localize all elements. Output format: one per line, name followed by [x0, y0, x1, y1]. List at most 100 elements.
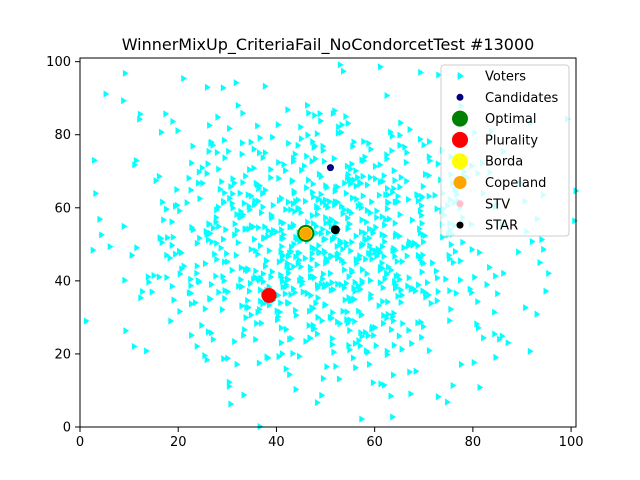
voter-point	[325, 228, 332, 237]
voter-point	[299, 166, 305, 174]
voter-point	[306, 321, 313, 330]
voter-point	[138, 294, 145, 302]
voter-point	[247, 206, 254, 214]
voter-point	[358, 285, 364, 293]
voter-point	[296, 352, 303, 360]
voter-point	[390, 247, 397, 255]
voter-point	[370, 379, 377, 387]
voter-point	[270, 201, 277, 209]
voter-point	[221, 136, 228, 144]
voter-point	[474, 320, 481, 328]
voter-point	[435, 393, 442, 401]
voter-point	[450, 381, 457, 390]
voter-point	[397, 131, 404, 139]
y-tick: 0	[63, 421, 80, 436]
voter-point	[417, 225, 423, 233]
voter-point	[347, 346, 354, 354]
voter-point	[337, 61, 344, 69]
voter-point	[280, 277, 286, 285]
voter-point	[144, 347, 150, 355]
voter-point	[169, 241, 176, 250]
voter-point	[281, 161, 288, 169]
voter-point	[458, 360, 465, 368]
legend-marker-circle	[452, 131, 468, 148]
voter-point	[310, 211, 316, 220]
voter-point	[290, 349, 297, 358]
voter-point	[255, 197, 262, 205]
y-tick: 40	[54, 274, 80, 289]
voter-point	[347, 326, 354, 335]
voter-point	[412, 287, 419, 295]
voter-point	[413, 367, 420, 375]
voter-point	[232, 337, 238, 346]
voter-point	[316, 248, 322, 256]
voter-point	[310, 325, 317, 333]
voter-point	[241, 199, 248, 207]
voter-point	[256, 224, 262, 232]
voter-point	[367, 241, 374, 250]
voter-point	[415, 251, 422, 259]
voter-point	[226, 147, 232, 155]
voter-point	[230, 204, 237, 212]
voter-point	[534, 310, 541, 318]
voter-point	[395, 192, 402, 200]
voter-point	[210, 224, 217, 232]
voter-point	[349, 160, 356, 168]
voter-point	[167, 254, 174, 262]
voter-point	[350, 354, 357, 362]
voter-point	[202, 305, 209, 313]
voter-point	[395, 292, 402, 300]
voter-point	[313, 155, 319, 163]
voter-point	[314, 330, 321, 338]
voter-point	[318, 230, 325, 238]
voter-point	[345, 170, 352, 179]
voter-point	[428, 299, 435, 308]
voter-point	[368, 291, 375, 299]
voter-point	[350, 194, 356, 202]
voter-point	[314, 229, 320, 237]
y-tick-label: 0	[63, 421, 71, 436]
voter-point	[380, 319, 387, 327]
voter-point	[240, 109, 247, 117]
voter-point	[227, 194, 233, 202]
voter-point	[268, 165, 275, 174]
voter-point	[390, 188, 396, 196]
x-tick: 80	[465, 427, 481, 450]
legend-marker-circle	[456, 221, 464, 229]
voter-point	[242, 326, 248, 334]
voter-point	[374, 213, 381, 222]
voter-point	[327, 197, 333, 206]
voter-point	[233, 251, 240, 259]
voter-point	[137, 115, 143, 123]
voter-point	[303, 337, 310, 346]
voter-point	[287, 370, 293, 379]
voter-point	[248, 192, 255, 200]
voter-point	[328, 222, 335, 231]
voter-point	[243, 225, 250, 233]
voter-point	[122, 69, 129, 77]
voter-point	[419, 268, 426, 276]
voter-point	[260, 278, 267, 286]
voter-point	[140, 288, 146, 296]
voter-point	[309, 157, 316, 165]
voter-point	[256, 149, 263, 157]
voter-point	[283, 280, 290, 289]
voter-point	[83, 317, 90, 325]
voter-point	[206, 147, 213, 156]
voter-point	[307, 307, 313, 315]
voter-point	[346, 207, 353, 215]
voter-point	[295, 250, 302, 258]
voter-point	[367, 276, 374, 285]
voter-point	[253, 267, 260, 275]
voter-point	[216, 288, 223, 296]
voter-point	[188, 282, 195, 290]
voter-point	[177, 307, 184, 316]
voter-point	[341, 206, 348, 214]
voter-point	[149, 288, 156, 296]
legend-label: Voters	[485, 70, 526, 85]
voter-point	[256, 185, 262, 193]
voter-point	[377, 279, 384, 287]
voter-point	[307, 263, 314, 271]
x-tick: 0	[76, 427, 84, 450]
voter-point	[368, 209, 374, 217]
